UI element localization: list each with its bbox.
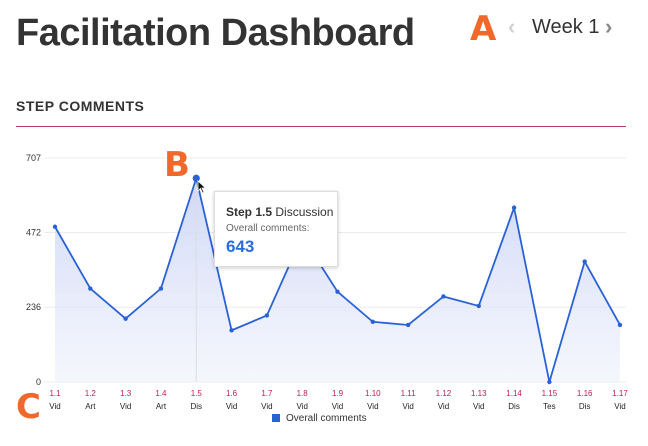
- page-title: Facilitation Dashboard: [16, 12, 415, 54]
- tooltip-step: Step 1.5: [226, 205, 273, 219]
- x-tick-type: Art: [156, 402, 167, 411]
- x-tick-type: Vid: [402, 402, 413, 411]
- x-tick-type: Dis: [508, 402, 520, 411]
- data-point[interactable]: [123, 316, 128, 321]
- x-tick-step: 1.8: [297, 389, 309, 398]
- x-tick-step: 1.4: [155, 389, 167, 398]
- chevron-left-icon[interactable]: ‹: [508, 14, 516, 39]
- tooltip-title: Step 1.5 Discussion: [226, 205, 333, 219]
- y-tick-label: 236: [26, 302, 41, 312]
- x-tick-type: Tes: [543, 402, 555, 411]
- annotation-marker-c: C: [16, 387, 41, 427]
- x-tick-step: 1.10: [365, 389, 381, 398]
- data-point[interactable]: [158, 286, 164, 291]
- tooltip-value: 643: [226, 237, 255, 256]
- chart-legend[interactable]: Overall comments: [272, 413, 367, 424]
- legend-label: Overall comments: [286, 413, 367, 424]
- tooltip-metric-label: Overall comments:: [226, 223, 310, 234]
- y-tick-label: 472: [26, 227, 41, 237]
- x-tick-step: 1.7: [261, 389, 273, 398]
- x-tick-step: 1.11: [401, 389, 417, 398]
- data-point[interactable]: [335, 289, 340, 294]
- x-tick-type: Vid: [226, 402, 237, 411]
- tooltip-step-type: Discussion: [275, 205, 334, 219]
- section-divider: [16, 126, 626, 127]
- chart-tooltip: Step 1.5 Discussion Overall comments: 64…: [214, 191, 338, 267]
- x-tick-type: Vid: [367, 402, 378, 411]
- y-tick-label: 707: [26, 153, 41, 163]
- data-point[interactable]: [405, 322, 411, 328]
- data-point[interactable]: [264, 313, 270, 318]
- x-tick-step: 1.17: [612, 389, 628, 398]
- data-point[interactable]: [617, 322, 623, 328]
- data-point[interactable]: [370, 319, 376, 325]
- y-tick-label: 0: [36, 377, 41, 387]
- x-tick-step: 1.16: [577, 389, 593, 398]
- x-tick-step: 1.15: [542, 389, 558, 398]
- x-tick-step: 1.12: [436, 389, 452, 398]
- x-tick-type: Dis: [190, 402, 202, 411]
- x-tick-type: Vid: [120, 402, 131, 411]
- mouse-cursor-icon: [197, 180, 207, 194]
- x-tick-step: 1.5: [191, 389, 203, 398]
- x-tick-step: 1.13: [471, 389, 487, 398]
- legend-swatch: [272, 414, 280, 422]
- x-tick-step: 1.3: [120, 389, 132, 398]
- data-point[interactable]: [511, 205, 517, 210]
- data-point[interactable]: [192, 174, 200, 182]
- data-point[interactable]: [476, 303, 481, 309]
- week-navigator: A ‹ Week 1 ›: [470, 8, 630, 48]
- chevron-right-icon[interactable]: ›: [605, 14, 613, 39]
- data-point[interactable]: [52, 224, 58, 229]
- week-label: Week 1: [532, 16, 600, 38]
- x-tick-type: Vid: [473, 402, 484, 411]
- x-tick-type: Dis: [579, 402, 591, 411]
- x-tick-step: 1.1: [49, 389, 61, 398]
- x-tick-type: Vid: [296, 402, 307, 411]
- x-tick-type: Vid: [332, 402, 343, 411]
- x-tick-step: 1.6: [226, 389, 238, 398]
- x-tick-type: Vid: [261, 402, 272, 411]
- data-point[interactable]: [88, 286, 93, 291]
- annotation-marker-b: B: [164, 145, 190, 185]
- section-title: STEP COMMENTS: [16, 98, 145, 114]
- x-tick-step: 1.14: [506, 389, 522, 398]
- x-tick-step: 1.2: [85, 389, 97, 398]
- data-point[interactable]: [582, 259, 587, 264]
- x-tick-type: Vid: [614, 402, 625, 411]
- x-tick-type: Vid: [438, 402, 449, 411]
- x-tick-type: Art: [85, 402, 96, 411]
- annotation-marker-a: A: [470, 9, 497, 49]
- data-point[interactable]: [229, 328, 234, 333]
- data-point[interactable]: [441, 294, 446, 299]
- x-tick-type: Vid: [49, 402, 60, 411]
- data-point[interactable]: [547, 379, 552, 385]
- x-tick-step: 1.9: [332, 389, 344, 398]
